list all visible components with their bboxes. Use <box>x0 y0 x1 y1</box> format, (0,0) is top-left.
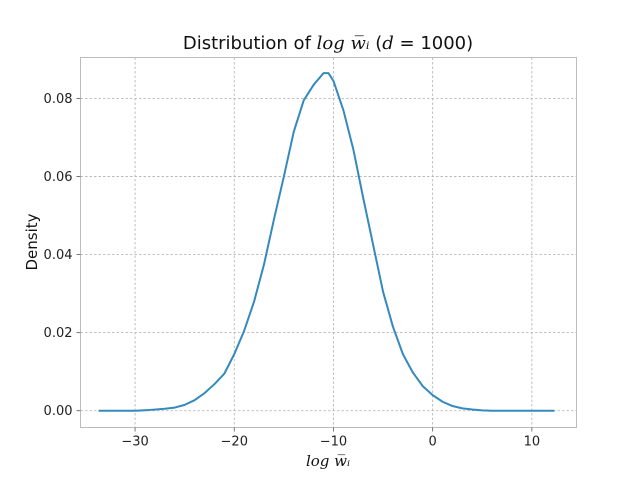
title-math: log w̅ᵢ <box>317 33 370 54</box>
x-tick-label: −20 <box>221 435 248 450</box>
title-paren-open: ( <box>370 33 383 54</box>
grid-lines <box>80 57 577 428</box>
y-tick-label: 0.08 <box>44 92 73 107</box>
x-axis-label: log w̅ᵢ <box>306 452 350 470</box>
y-axis-label: Density <box>23 213 41 270</box>
x-tick-label: 10 <box>524 435 541 450</box>
series-layer <box>98 72 555 412</box>
title-paren-close: ) <box>466 33 473 54</box>
title-d-value: = 1000 <box>394 33 466 54</box>
x-tick-label: −10 <box>320 435 347 450</box>
title-prefix: Distribution of <box>183 33 317 54</box>
y-axis-ticks: 0.00 0.02 0.04 0.06 0.08 <box>44 92 81 419</box>
density-line <box>98 72 555 412</box>
y-tick-label: 0.06 <box>44 170 73 185</box>
x-tick-label: −30 <box>121 435 148 450</box>
y-tick-label: 0.04 <box>44 248 73 263</box>
y-tick-label: 0.00 <box>44 404 73 419</box>
plot-frame <box>80 57 577 428</box>
chart-title: Distribution of log w̅ᵢ (d = 1000) <box>183 33 473 54</box>
x-axis-ticks: −30 −20 −10 0 10 <box>121 427 541 450</box>
title-d-symbol: d <box>382 33 394 54</box>
plot-background <box>80 57 577 428</box>
y-tick-label: 0.02 <box>44 326 73 341</box>
x-tick-label: 0 <box>429 435 437 450</box>
